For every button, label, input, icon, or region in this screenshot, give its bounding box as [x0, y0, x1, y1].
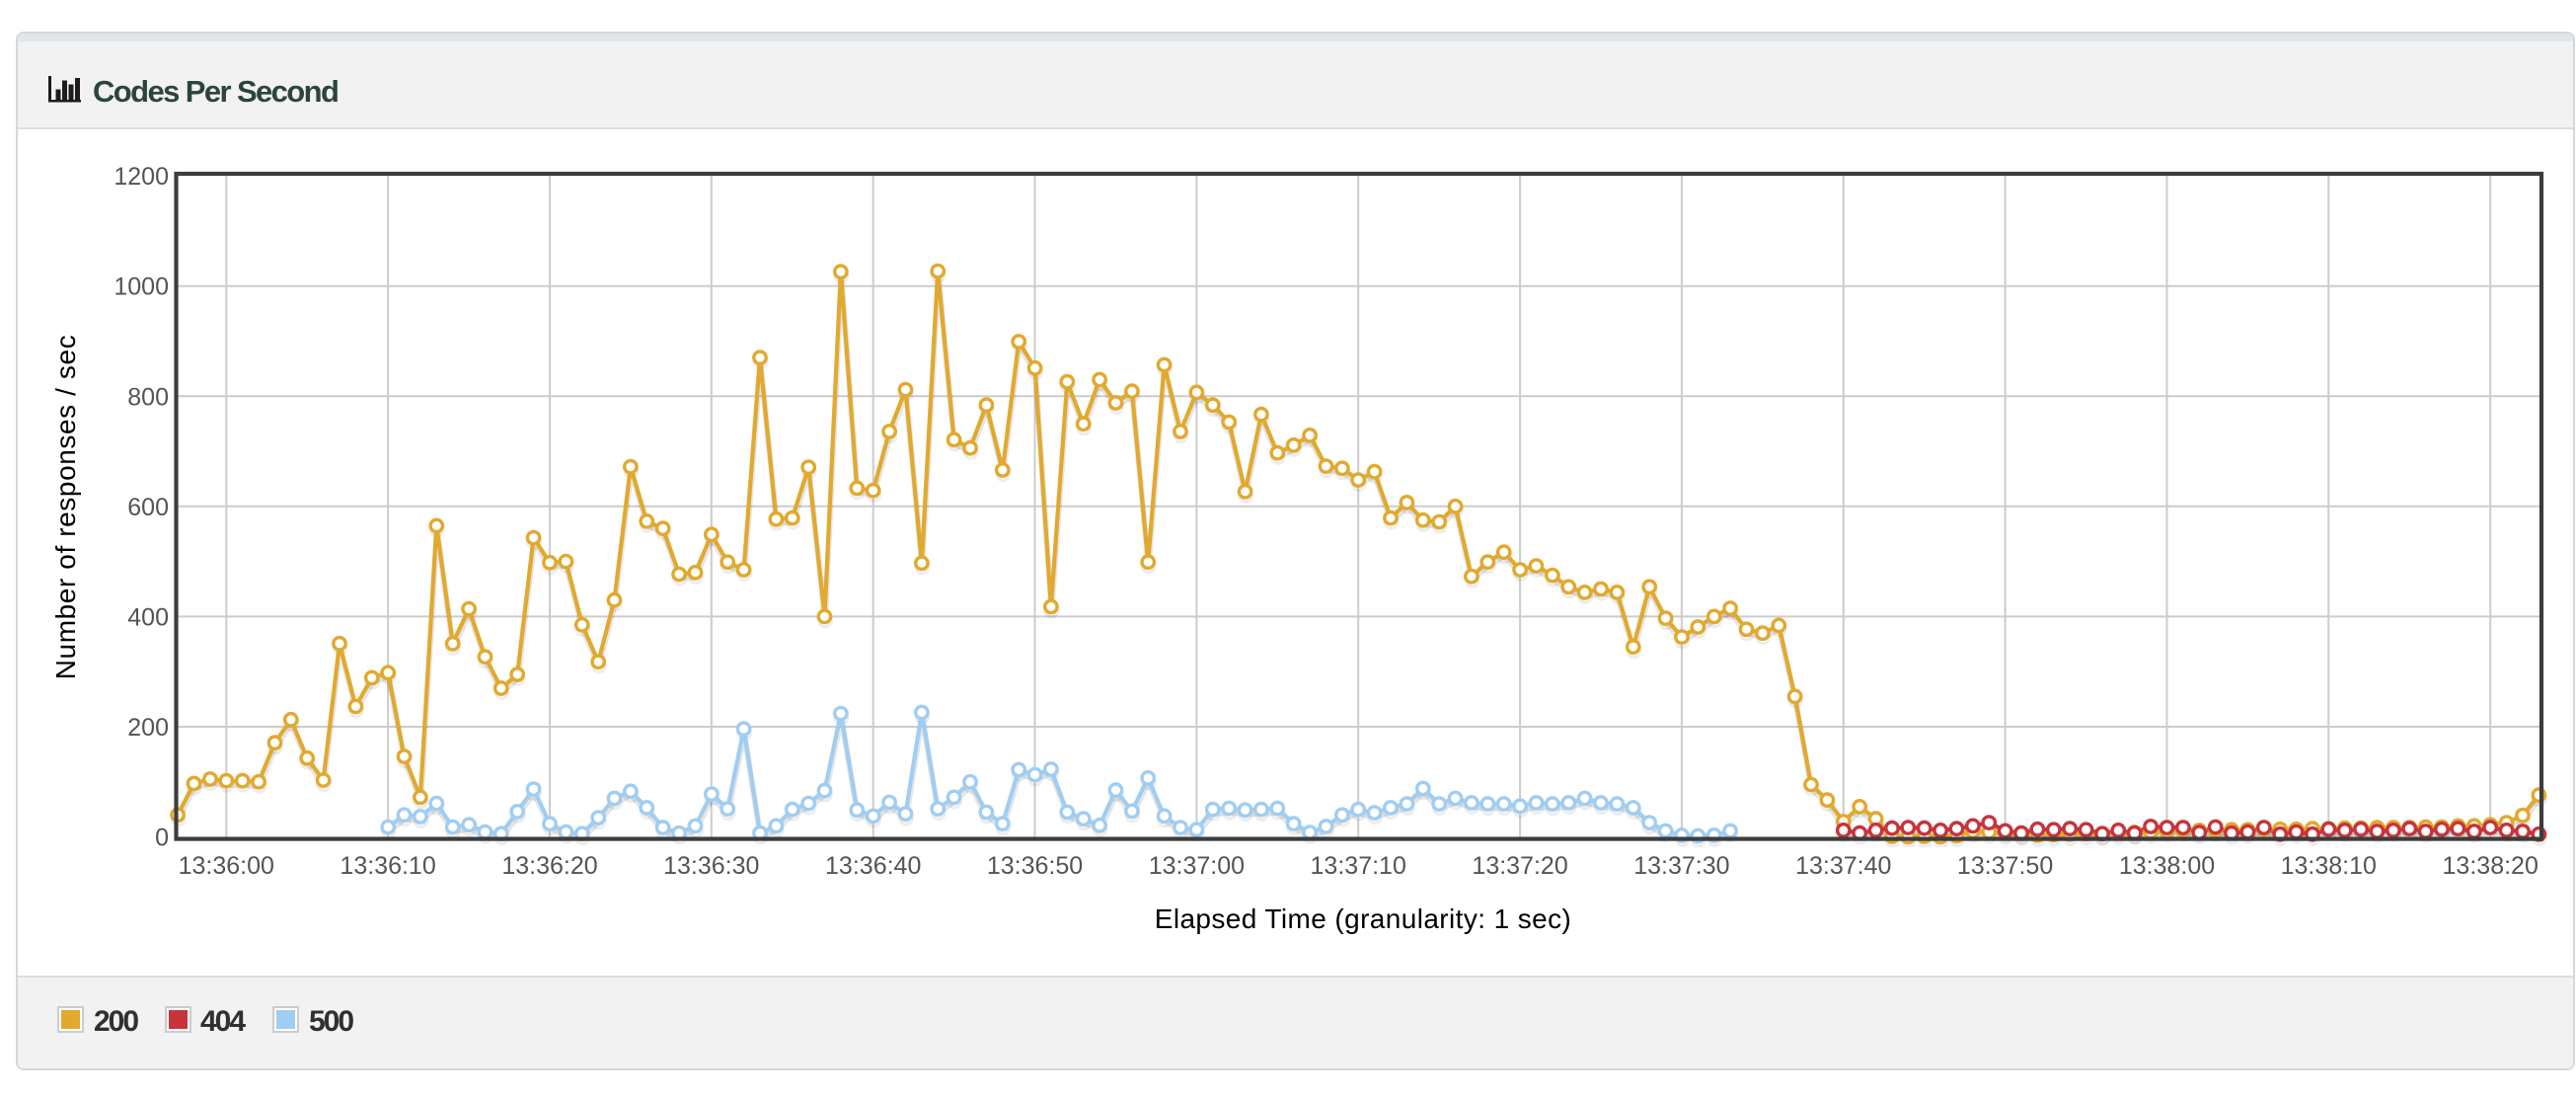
svg-text:800: 800: [127, 383, 169, 411]
svg-text:0: 0: [155, 824, 169, 852]
svg-text:13:36:50: 13:36:50: [987, 852, 1083, 880]
svg-text:600: 600: [127, 494, 169, 521]
svg-text:1200: 1200: [114, 163, 169, 191]
svg-text:Elapsed Time (granularity: 1 s: Elapsed Time (granularity: 1 sec): [1155, 903, 1571, 934]
svg-text:13:36:10: 13:36:10: [340, 852, 435, 880]
svg-text:13:37:40: 13:37:40: [1795, 852, 1891, 880]
svg-text:13:36:00: 13:36:00: [179, 852, 274, 880]
svg-text:13:36:40: 13:36:40: [825, 852, 921, 880]
svg-text:13:37:50: 13:37:50: [1957, 852, 2053, 880]
svg-text:200: 200: [127, 714, 169, 742]
svg-text:13:38:10: 13:38:10: [2281, 852, 2377, 880]
svg-text:13:38:20: 13:38:20: [2443, 852, 2538, 880]
svg-text:13:36:20: 13:36:20: [501, 852, 597, 880]
svg-text:1000: 1000: [114, 274, 169, 301]
svg-text:13:37:00: 13:37:00: [1149, 852, 1245, 880]
svg-text:13:38:00: 13:38:00: [2119, 852, 2215, 880]
svg-text:13:37:30: 13:37:30: [1633, 852, 1729, 880]
svg-text:13:36:30: 13:36:30: [663, 852, 759, 880]
svg-text:13:37:10: 13:37:10: [1311, 852, 1406, 880]
svg-text:400: 400: [127, 603, 169, 631]
svg-text:Number of responses / sec: Number of responses / sec: [50, 335, 81, 680]
svg-text:13:37:20: 13:37:20: [1472, 852, 1567, 880]
